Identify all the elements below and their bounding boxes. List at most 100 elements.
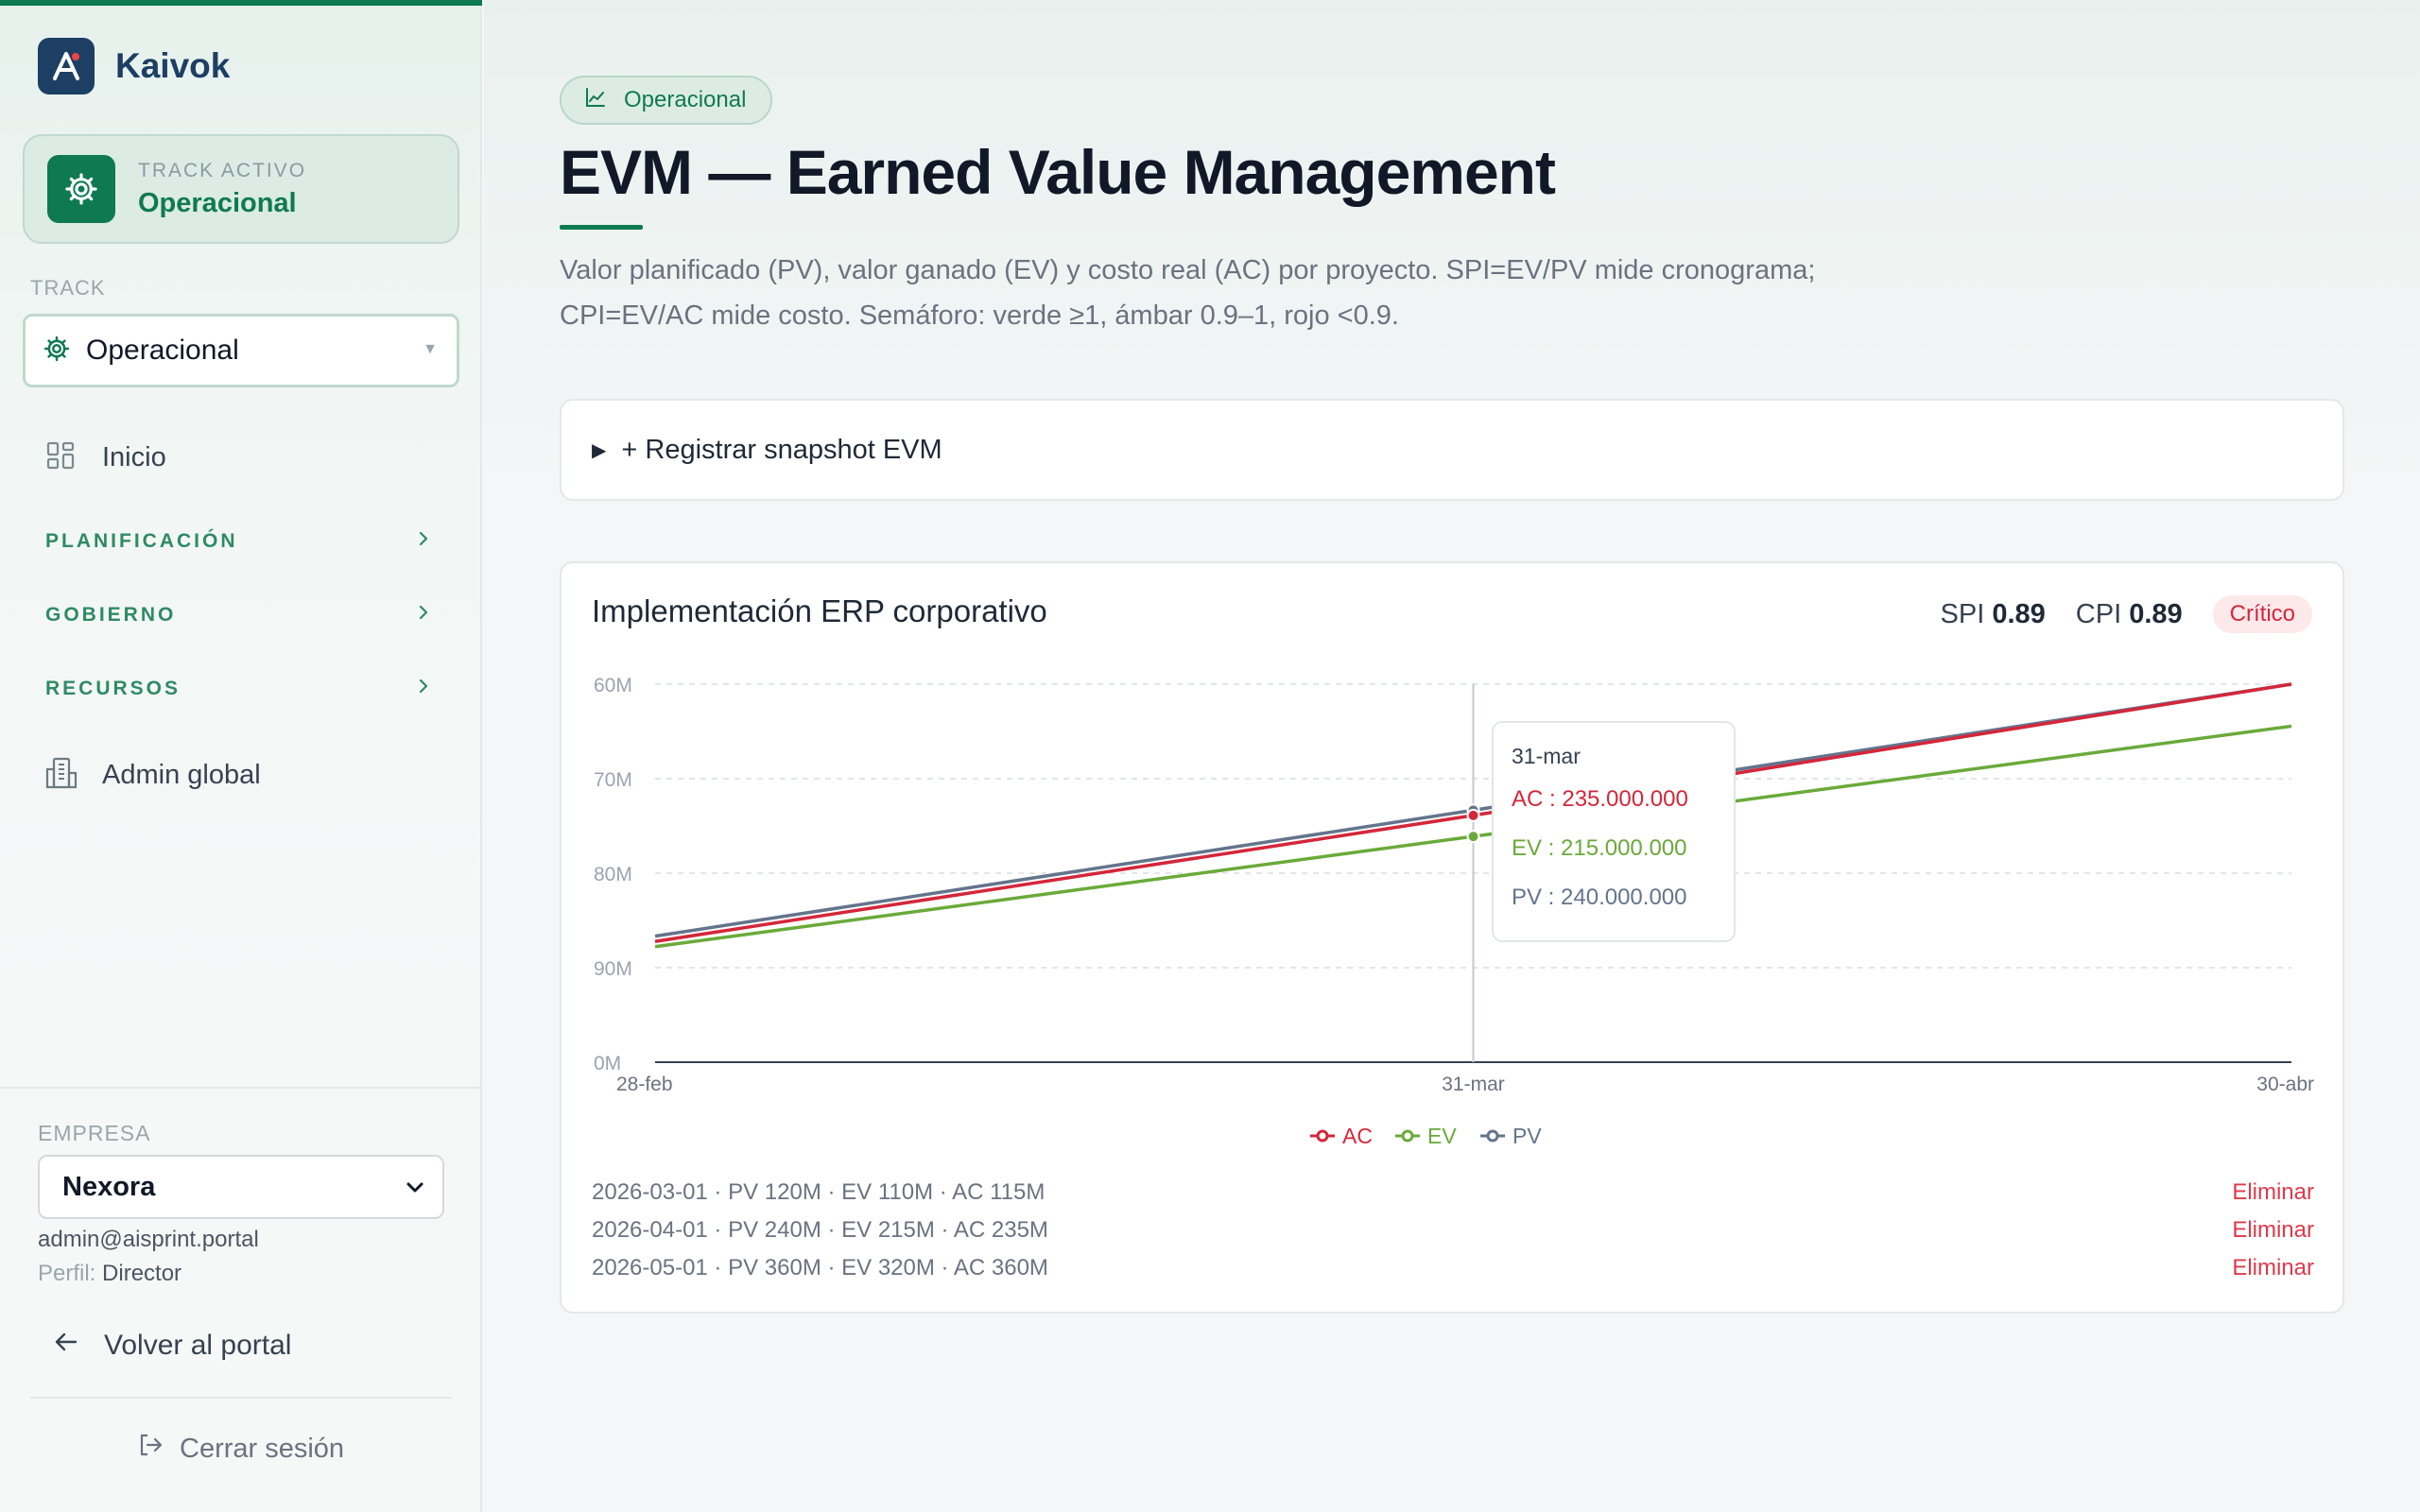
track-pill: Operacional — [560, 76, 773, 125]
legend-item-pv: PV — [1480, 1124, 1542, 1148]
logout-icon — [136, 1431, 164, 1467]
brand[interactable]: Kaivok — [38, 38, 230, 94]
y-tick-label: 0M — [594, 1053, 621, 1074]
cpi-label: CPI — [2075, 598, 2122, 629]
legend-swatch-dot — [1316, 1129, 1329, 1143]
delete-snapshot-button[interactable]: Eliminar — [2232, 1217, 2314, 1243]
chevron-right-icon — [414, 603, 433, 627]
active-track-label: TRACK ACTIVO — [138, 159, 307, 181]
disclosure-triangle-icon: ▶ — [592, 439, 607, 461]
chevron-right-icon — [414, 529, 433, 554]
track-pill-label: Operacional — [624, 87, 747, 112]
nav-item-label: Inicio — [102, 442, 166, 472]
register-snapshot-label: + Registrar snapshot EVM — [621, 434, 942, 465]
nav-section-planificacion[interactable]: PLANIFICACIÓN — [45, 529, 433, 554]
status-badge: Crítico — [2212, 595, 2312, 633]
page-title: EVM — Earned Value Management — [560, 137, 1556, 207]
active-track-card: TRACK ACTIVO Operacional — [23, 134, 459, 244]
nav-section-recursos[interactable]: RECURSOS — [45, 677, 433, 701]
brand-logo-icon — [38, 38, 95, 94]
x-tick-label: 30-abr — [2256, 1074, 2314, 1095]
brand-name: Kaivok — [115, 46, 231, 85]
dashboard-icon — [45, 440, 76, 475]
y-tick-label: 60M — [594, 675, 632, 696]
spi-label: SPI — [1940, 598, 1985, 629]
legend-swatch-dot — [1486, 1129, 1499, 1143]
gear-icon — [47, 155, 115, 223]
tooltip-box — [1492, 721, 1736, 942]
nav-item-label: Admin global — [102, 760, 261, 790]
logout-button[interactable]: Cerrar sesión — [136, 1431, 344, 1467]
sidebar-accent-line — [0, 0, 482, 6]
tooltip-value-pv: PV : 240.000.000 — [1512, 885, 1686, 910]
spi-value: 0.89 — [1992, 598, 2046, 629]
tooltip-value-ev: EV : 215.000.000 — [1512, 835, 1686, 861]
legend-label: PV — [1512, 1124, 1542, 1148]
y-tick-label: 70M — [594, 769, 632, 791]
page-description: Valor planificado (PV), valor ganado (EV… — [560, 255, 1816, 331]
sidebar: Kaivok TRACK ACTIVO Operacional TRACK Op… — [0, 0, 482, 1512]
tooltip-title: 31-mar — [1512, 744, 1581, 768]
tooltip-value-ac: AC : 235.000.000 — [1512, 786, 1688, 812]
register-snapshot-toggle[interactable]: ▶ + Registrar snapshot EVM — [560, 399, 2344, 501]
delete-snapshot-button[interactable]: Eliminar — [2232, 1179, 2314, 1205]
logout-label: Cerrar sesión — [180, 1433, 345, 1464]
track-select-value: Operacional — [86, 335, 239, 366]
y-tick-label: 80M — [594, 864, 632, 885]
spi-metric: SPI 0.89 — [1941, 599, 2046, 630]
nav-item-inicio[interactable]: Inicio — [45, 440, 166, 475]
data-point-ac — [1466, 808, 1480, 822]
data-point-ev — [1466, 830, 1480, 844]
arrow-left-icon — [53, 1329, 79, 1363]
chart-line-icon — [584, 86, 607, 115]
company-select-value: Nexora — [62, 1171, 156, 1202]
back-to-portal-label: Volver al portal — [104, 1330, 292, 1361]
cpi-value: 0.89 — [2129, 598, 2183, 629]
snapshot-list: 2026-03-01 · PV 120M · EV 110M · AC 115M… — [592, 1174, 2314, 1287]
user-role-value: Director — [102, 1261, 182, 1286]
project-name: Implementación ERP corporativo — [592, 593, 1047, 628]
track-select[interactable]: Operacional ▼ — [23, 314, 459, 387]
user-email: admin@aisprint.portal — [38, 1227, 259, 1252]
company-select-label: EMPRESA — [38, 1121, 151, 1145]
snapshot-row: 2026-04-01 · PV 240M · EV 215M · AC 235M… — [592, 1211, 2314, 1249]
nav-section-gobierno[interactable]: GOBIERNO — [45, 603, 433, 627]
chevron-right-icon — [414, 677, 433, 701]
legend-label: EV — [1427, 1124, 1457, 1148]
legend-item-ac: AC — [1310, 1124, 1373, 1148]
snapshot-row: 2026-05-01 · PV 360M · EV 320M · AC 360M… — [592, 1249, 2314, 1287]
nav-section-label: RECURSOS — [45, 678, 182, 699]
y-tick-label: 90M — [594, 958, 632, 980]
project-metrics: SPI 0.89 CPI 0.89 Crítico — [1941, 595, 2312, 633]
active-track-value: Operacional — [138, 187, 297, 218]
building-icon — [45, 756, 78, 795]
nav-section-label: GOBIERNO — [45, 604, 177, 626]
caret-down-icon: ▼ — [423, 341, 438, 357]
nav-item-admin-global[interactable]: Admin global — [45, 756, 261, 795]
project-evm-card: Implementación ERP corporativo SPI 0.89 … — [560, 561, 2344, 1314]
track-select-label: TRACK — [30, 276, 106, 300]
nav-section-label: PLANIFICACIÓN — [45, 530, 238, 552]
snapshot-text: 2026-04-01 · PV 240M · EV 215M · AC 235M — [592, 1217, 1048, 1243]
cpi-metric: CPI 0.89 — [2076, 599, 2183, 630]
snapshot-row: 2026-03-01 · PV 120M · EV 110M · AC 115M… — [592, 1174, 2314, 1211]
user-role: Perfil: Director — [38, 1261, 182, 1287]
snapshot-text: 2026-03-01 · PV 120M · EV 110M · AC 115M — [592, 1179, 1046, 1205]
legend-swatch-dot — [1401, 1129, 1414, 1143]
legend-label: AC — [1342, 1124, 1373, 1148]
gear-icon — [43, 335, 71, 368]
chevron-down-icon — [401, 1174, 429, 1210]
divider — [30, 1397, 452, 1399]
legend-item-ev: EV — [1395, 1124, 1457, 1148]
x-tick-label: 28-feb — [616, 1074, 673, 1095]
delete-snapshot-button[interactable]: Eliminar — [2232, 1255, 2314, 1280]
sidebar-footer-divider — [0, 1087, 482, 1089]
company-select[interactable]: Nexora — [38, 1155, 444, 1219]
user-role-label: Perfil: — [38, 1261, 96, 1286]
snapshot-text: 2026-05-01 · PV 360M · EV 320M · AC 360M — [592, 1255, 1048, 1280]
chart-tooltip: 31-mar AC : 235.000.000 EV : 215.000.000 PV… — [1492, 721, 1736, 942]
back-to-portal-link[interactable]: Volver al portal — [53, 1329, 291, 1363]
x-tick-label: 31-mar — [1442, 1074, 1505, 1095]
title-underline — [560, 225, 643, 230]
